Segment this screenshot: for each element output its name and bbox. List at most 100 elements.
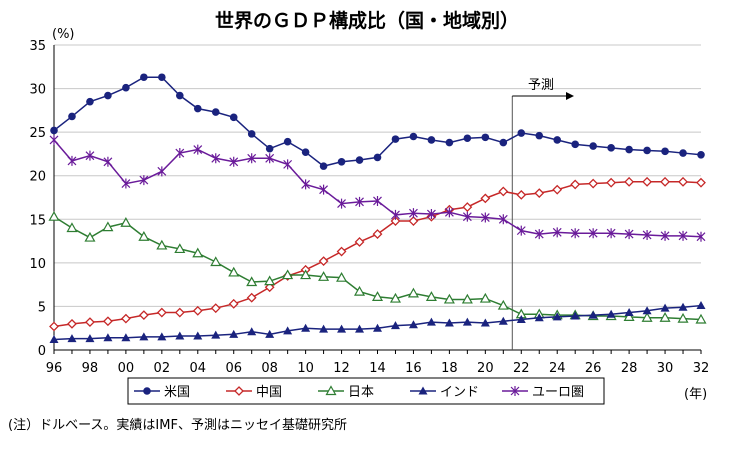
data-point — [354, 237, 365, 247]
data-point — [318, 256, 329, 267]
data-point — [427, 136, 436, 144]
x-tick-label: 06 — [225, 361, 242, 376]
data-point — [143, 387, 151, 395]
data-point — [210, 256, 222, 267]
data-point — [103, 333, 113, 342]
data-point — [643, 146, 651, 155]
data-point — [553, 136, 562, 144]
data-point — [156, 307, 167, 318]
data-point — [102, 221, 114, 232]
data-point — [552, 312, 562, 321]
data-point — [641, 312, 653, 322]
x-tick-label: 10 — [297, 361, 314, 376]
data-point — [50, 126, 58, 135]
data-point — [409, 208, 418, 219]
data-point — [234, 386, 244, 396]
y-tick-label: 0 — [38, 344, 46, 359]
data-point — [301, 323, 311, 332]
data-point — [104, 91, 112, 100]
data-point — [678, 302, 688, 311]
data-point — [570, 228, 580, 239]
data-point — [408, 320, 418, 329]
x-axis-unit: (年) — [684, 387, 707, 402]
data-point — [247, 153, 257, 164]
data-point — [499, 138, 508, 147]
data-point — [409, 132, 418, 141]
x-tick-label: 08 — [261, 361, 278, 376]
data-point — [337, 324, 347, 333]
x-tick-label: 98 — [82, 361, 99, 376]
data-point — [49, 134, 59, 145]
data-point — [228, 298, 239, 309]
forecast-label: 予測 — [528, 78, 554, 93]
data-point — [355, 196, 364, 207]
data-point — [588, 228, 598, 239]
data-point — [678, 230, 688, 241]
data-point — [138, 230, 150, 241]
data-point — [283, 137, 292, 146]
series-triangle-filled — [49, 301, 706, 344]
data-point — [265, 144, 274, 153]
data-point — [391, 209, 400, 220]
y-axis-unit: (%) — [52, 27, 75, 42]
data-point — [229, 156, 239, 167]
data-point — [463, 134, 472, 143]
data-point — [175, 148, 185, 159]
data-point — [570, 311, 580, 320]
data-point — [696, 231, 706, 242]
x-tick-label: 32 — [693, 361, 710, 376]
data-point — [355, 156, 364, 164]
series-diamond — [49, 176, 706, 332]
data-point — [607, 144, 615, 152]
data-point — [301, 148, 310, 156]
data-point — [418, 386, 428, 395]
y-tick-label: 30 — [29, 83, 46, 98]
data-point — [373, 153, 382, 162]
data-point — [158, 73, 166, 82]
x-tick-label: 26 — [585, 361, 602, 376]
data-point — [211, 330, 221, 339]
data-point — [157, 166, 167, 177]
x-tick-label: 16 — [405, 361, 422, 376]
x-tick-label: 14 — [369, 361, 386, 376]
data-point — [606, 177, 617, 188]
data-point — [444, 318, 454, 327]
data-point — [85, 150, 95, 161]
data-point — [588, 310, 598, 319]
data-point — [67, 334, 77, 343]
data-point — [246, 276, 258, 287]
data-point — [462, 317, 472, 326]
data-point — [282, 269, 294, 280]
data-point — [174, 243, 186, 254]
data-point — [174, 307, 185, 318]
data-point — [389, 292, 401, 303]
data-point — [193, 144, 203, 155]
data-point — [122, 83, 130, 92]
data-point — [696, 301, 706, 310]
data-point — [355, 324, 365, 333]
data-point — [625, 145, 633, 154]
series-star — [49, 134, 706, 242]
data-point — [175, 331, 185, 340]
data-point — [534, 313, 544, 322]
data-point — [516, 315, 526, 323]
data-point — [68, 112, 76, 121]
data-point — [85, 317, 95, 328]
data-point — [480, 193, 491, 204]
data-point — [325, 385, 337, 396]
data-point — [444, 207, 454, 218]
data-point — [516, 225, 526, 236]
data-point — [192, 247, 204, 258]
data-point — [319, 184, 329, 195]
data-point — [66, 222, 78, 233]
data-point — [229, 113, 238, 122]
data-point — [497, 299, 509, 310]
data-point — [193, 331, 203, 340]
data-point — [193, 104, 202, 113]
y-tick-label: 5 — [38, 300, 46, 315]
gridlines — [54, 44, 701, 307]
data-point — [498, 186, 509, 197]
data-point — [443, 293, 455, 304]
footnote: (注）ドルベース。実績はIMF、予測はニッセイ基礎研究所 — [8, 418, 347, 433]
data-point — [336, 271, 348, 282]
